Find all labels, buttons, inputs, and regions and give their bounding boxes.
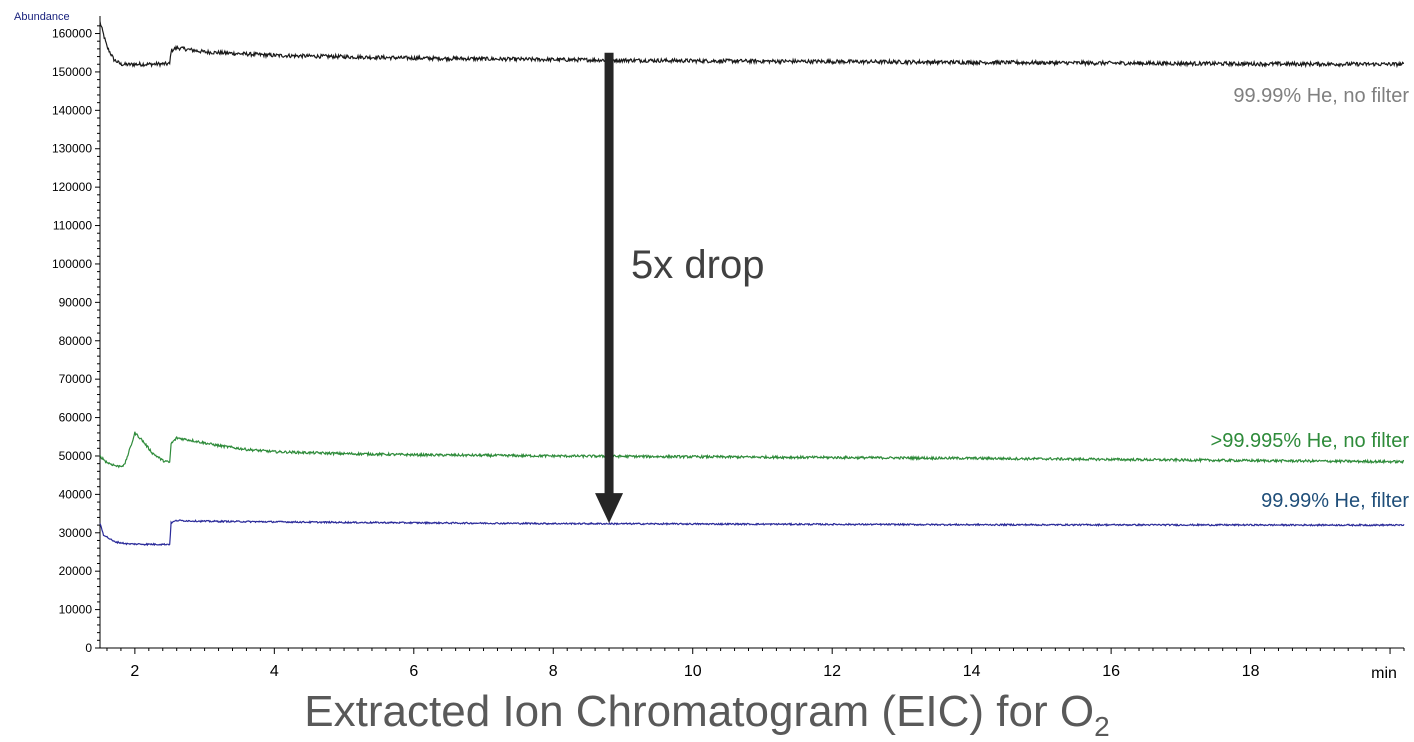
caption-text: Extracted Ion Chromatogram (EIC) for O: [304, 687, 1095, 736]
drop-arrow-head: [595, 493, 624, 524]
x-tick-label: 10: [684, 663, 702, 680]
x-tick-label: 16: [1102, 663, 1120, 680]
y-tick-label: 10000: [59, 603, 93, 617]
caption-subscript: 2: [1094, 710, 1110, 742]
series-labels: 99.99% He, no filter >99.995% He, no filt…: [1211, 85, 1410, 512]
y-tick-label: 90000: [59, 295, 93, 309]
x-axis: 2 4 6 8 10 12 14 16 18: [100, 647, 1405, 680]
x-tick-label: 14: [963, 663, 981, 680]
series-label-2: >99.995% He, no filter: [1211, 430, 1410, 452]
x-tick-label: 6: [409, 663, 418, 680]
y-tick-label: 70000: [59, 372, 93, 386]
x-tick-label: 12: [823, 663, 841, 680]
y-tick-label: 40000: [59, 487, 93, 501]
y-tick-label: 60000: [59, 411, 93, 425]
series-line-3: [99, 519, 1405, 547]
y-tick-label: 160000: [52, 27, 92, 41]
y-axis-title: Abundance: [14, 11, 70, 23]
y-tick-label: 50000: [59, 449, 93, 463]
x-axis-title: min: [1371, 665, 1397, 682]
x-tick-label: 2: [130, 663, 139, 680]
y-tick-label: 140000: [52, 103, 92, 117]
y-tick-label: 80000: [59, 334, 93, 348]
drop-annotation: 5x drop: [595, 52, 764, 524]
y-tick-label: 150000: [52, 65, 92, 79]
eic-chart: 0 10000 20000 30000 40000 50000 60000 70000 8000…: [14, 11, 1410, 682]
x-tick-label: 8: [549, 663, 558, 680]
series-label-3: 99.99% He, filter: [1261, 490, 1409, 512]
y-tick-label: 0: [85, 641, 92, 655]
x-tick-label: 4: [270, 663, 279, 680]
y-axis: 0 10000 20000 30000 40000 50000 60000 70000 8000…: [52, 16, 101, 655]
series-label-1: 99.99% He, no filter: [1233, 85, 1409, 107]
series-line-1: [99, 21, 1405, 69]
series-group: [99, 21, 1405, 547]
y-tick-label: 100000: [52, 257, 92, 271]
y-tick-label: 110000: [53, 219, 92, 233]
y-tick-label: 120000: [52, 180, 92, 194]
y-tick-label: 20000: [59, 564, 93, 578]
y-tick-label: 30000: [59, 526, 93, 540]
drop-annotation-label: 5x drop: [631, 243, 764, 287]
x-tick-label: 18: [1242, 663, 1260, 680]
y-tick-label: 130000: [52, 142, 92, 156]
chart-caption: Extracted Ion Chromatogram (EIC) for O2: [0, 690, 1414, 741]
series-line-2: [99, 431, 1405, 469]
